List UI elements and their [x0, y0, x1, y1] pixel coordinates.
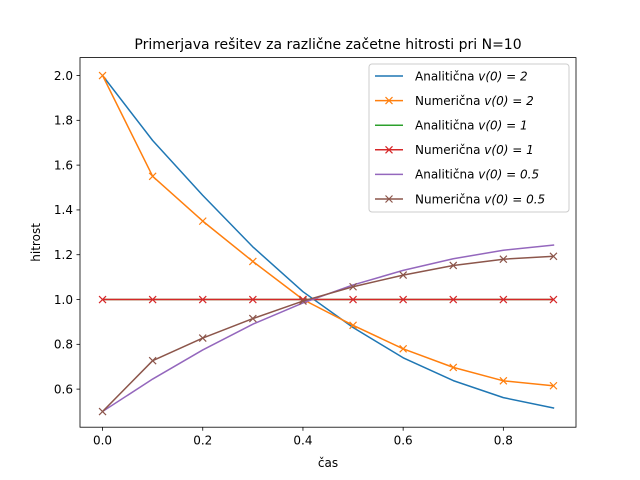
data-point — [98, 407, 107, 416]
data-point — [198, 217, 207, 226]
data-point — [349, 321, 357, 330]
legend-entry-analiticna-v-0-0-5: Analitična v(0) = 0.5 — [375, 168, 539, 182]
x-tick-label: 0.6 — [394, 434, 413, 448]
chart-title: Primerjava rešitev za različne začetne h… — [134, 37, 521, 53]
data-point — [248, 295, 257, 304]
legend-label: Numerična v(0) = 0.5 — [415, 192, 545, 206]
legend-label-text: Analitična — [415, 69, 478, 83]
data-point — [299, 297, 307, 306]
data-point — [399, 295, 408, 304]
legend-label-text: Numerična — [415, 143, 484, 157]
legend-label: Analitična v(0) = 1 — [415, 119, 528, 133]
series-line-numericna-v-0-0-5 — [101, 255, 555, 413]
x-tick-label: 0.8 — [494, 434, 513, 448]
data-point — [349, 295, 357, 304]
data-point — [549, 381, 558, 390]
y-tick-label: 1.6 — [54, 158, 73, 172]
data-point — [449, 261, 458, 270]
x-tick-label: 0.2 — [193, 434, 212, 448]
x-axis-ticks: 0.0 0.2 0.4 0.6 0.8 — [93, 427, 513, 448]
data-point — [499, 295, 508, 304]
y-tick-label: 1.4 — [54, 203, 73, 217]
series-line-analiticna-v-0-2 — [101, 74, 555, 409]
legend-label-math: v(0) = 1 — [484, 143, 533, 157]
data-point — [198, 334, 207, 342]
data-point — [349, 282, 357, 291]
data-point — [148, 356, 157, 365]
plot-area — [98, 71, 558, 416]
legend-label: Analitična v(0) = 0.5 — [415, 168, 539, 182]
x-tick-label: 0.4 — [293, 434, 312, 448]
data-point — [98, 295, 107, 304]
legend-label-math: v(0) = 2 — [484, 94, 533, 108]
y-tick-label: 1.8 — [54, 114, 73, 128]
legend-label-math: v(0) = 0.5 — [478, 168, 539, 182]
legend-label-text: Analitična — [415, 119, 478, 133]
legend-marker-swatch — [385, 96, 393, 105]
data-point — [248, 314, 257, 323]
legend-label-math: v(0) = 1 — [478, 119, 527, 133]
legend-label: Numerična v(0) = 1 — [415, 143, 534, 157]
legend-box — [368, 63, 570, 213]
legend-entry-numericna-v-0-1: Numerična v(0) = 1 — [375, 143, 534, 157]
series-analiticna-v-0-2 — [101, 74, 555, 409]
data-point — [399, 344, 408, 353]
legend-entry-numericna-v-0-2: Numerična v(0) = 2 — [375, 94, 534, 108]
y-tick-label: 1.2 — [54, 248, 73, 262]
legend-label-math: v(0) = 0.5 — [484, 192, 545, 206]
legend-entry-numericna-v-0-0-5: Numerična v(0) = 0.5 — [375, 192, 545, 206]
data-point — [98, 71, 107, 80]
data-point — [549, 295, 558, 304]
legend-label: Analitična v(0) = 2 — [415, 69, 528, 83]
series-numericna-v-0-0-5 — [98, 252, 558, 416]
data-point — [198, 295, 207, 304]
y-tick-label: 2.0 — [54, 69, 73, 83]
x-tick-label: 0.0 — [93, 434, 112, 448]
y-tick-label: 0.8 — [54, 338, 73, 352]
data-point — [399, 271, 408, 280]
x-axis-label: čas — [318, 456, 338, 470]
y-tick-label: 1.0 — [54, 293, 73, 307]
legend-label-text: Analitična — [415, 168, 478, 182]
legend-entry-analiticna-v-0-2: Analitična v(0) = 2 — [375, 69, 528, 83]
data-point — [148, 295, 157, 304]
legend-label-math: v(0) = 2 — [478, 69, 527, 83]
series-line-numericna-v-0-2 — [101, 74, 555, 387]
legend-marker-swatch — [385, 145, 393, 154]
data-point — [449, 295, 458, 304]
legend-marker-swatch — [385, 195, 393, 203]
data-point — [248, 257, 257, 266]
data-point — [499, 255, 508, 264]
data-point — [148, 172, 157, 181]
data-point — [449, 363, 458, 372]
y-tick-label: 0.6 — [54, 382, 73, 396]
legend-label-text: Numerična — [415, 192, 484, 206]
y-axis-ticks: 0.6 0.8 1.0 1.2 1.4 1.6 1.8 2.0 — [54, 69, 80, 396]
data-point — [499, 376, 508, 385]
series-numericna-v-0-1 — [98, 295, 558, 304]
y-axis-label: hitrost — [29, 223, 43, 262]
legend-label-text: Numerična — [415, 94, 484, 108]
legend-entry-analiticna-v-0-1: Analitična v(0) = 1 — [375, 119, 528, 133]
data-point — [549, 252, 558, 261]
axes-frame — [79, 57, 577, 428]
legend-label: Numerična v(0) = 2 — [415, 94, 534, 108]
